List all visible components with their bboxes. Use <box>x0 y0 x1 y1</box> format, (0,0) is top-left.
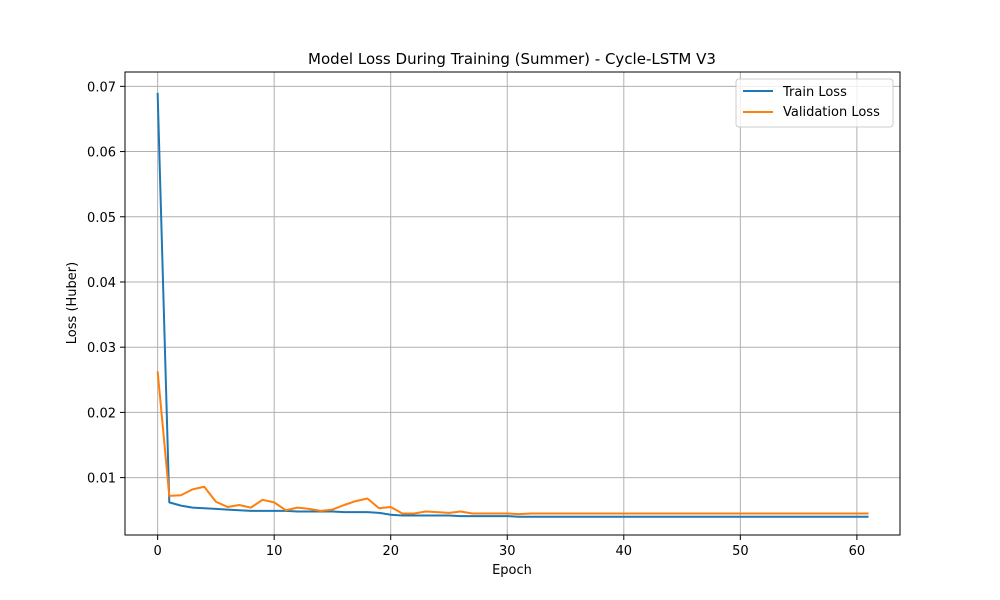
y-tick-label: 0.06 <box>87 146 116 161</box>
legend-label-train-loss: Train Loss <box>782 85 847 100</box>
chart-title: Model Loss During Training (Summer) - Cy… <box>308 50 716 68</box>
y-tick-label: 0.01 <box>87 472 116 487</box>
x-axis-label: Epoch <box>492 563 532 578</box>
x-tick-label: 20 <box>382 544 399 559</box>
legend-label-validation-loss: Validation Loss <box>783 105 880 120</box>
series-line-train-loss <box>156 92 869 518</box>
x-tick-label: 10 <box>266 544 283 559</box>
series-line-validation-loss <box>156 371 869 516</box>
grid <box>125 72 900 535</box>
y-tick-label: 0.07 <box>87 80 116 95</box>
y-axis-label: Loss (Huber) <box>65 262 80 344</box>
series-lines <box>156 92 869 518</box>
y-axis-ticks: 0.01 0.02 0.03 0.04 0.05 0.06 0.07 <box>87 80 125 487</box>
y-tick-label: 0.05 <box>87 211 116 226</box>
x-tick-label: 30 <box>499 544 516 559</box>
x-tick-label: 40 <box>616 544 633 559</box>
y-tick-label: 0.02 <box>87 406 116 421</box>
legend-box <box>735 78 894 128</box>
x-tick-label: 0 <box>153 544 161 559</box>
y-tick-label: 0.03 <box>87 341 116 356</box>
x-tick-label: 50 <box>732 544 749 559</box>
x-axis-ticks: 0 10 20 30 40 50 60 <box>153 535 865 559</box>
x-tick-label: 60 <box>849 544 866 559</box>
plot-frame <box>124 71 901 536</box>
legend: Train Loss Validation Loss <box>735 78 894 128</box>
y-tick-label: 0.04 <box>87 276 116 291</box>
